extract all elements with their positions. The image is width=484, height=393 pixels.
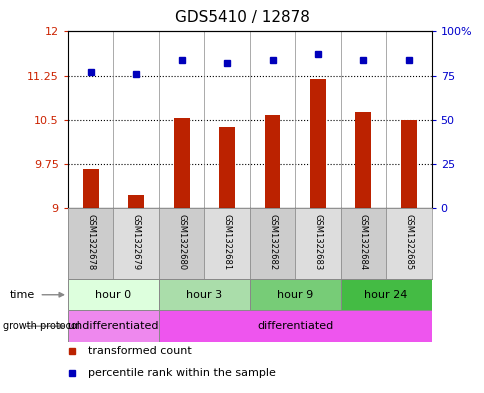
- Bar: [68, 279, 158, 310]
- Text: GSM1322685: GSM1322685: [404, 214, 412, 270]
- Bar: [204, 208, 249, 279]
- Text: hour 9: hour 9: [276, 290, 313, 300]
- Bar: [295, 208, 340, 279]
- Bar: [249, 279, 340, 310]
- Bar: [340, 279, 431, 310]
- Text: GSM1322683: GSM1322683: [313, 214, 322, 270]
- Bar: [249, 208, 295, 279]
- Text: hour 3: hour 3: [186, 290, 222, 300]
- Text: transformed count: transformed count: [88, 346, 191, 356]
- Bar: [340, 208, 385, 279]
- Bar: [68, 310, 158, 342]
- Bar: [385, 208, 431, 279]
- Bar: [113, 208, 158, 279]
- Bar: [158, 208, 204, 279]
- Text: growth protocol: growth protocol: [3, 321, 80, 331]
- Text: percentile rank within the sample: percentile rank within the sample: [88, 368, 275, 378]
- Bar: [158, 279, 249, 310]
- Text: undifferentiated: undifferentiated: [68, 321, 158, 331]
- Text: time: time: [10, 290, 35, 300]
- Bar: [173, 118, 189, 208]
- Text: GSM1322679: GSM1322679: [131, 214, 140, 270]
- Text: GDS5410 / 12878: GDS5410 / 12878: [175, 10, 309, 25]
- Text: GSM1322680: GSM1322680: [177, 214, 186, 270]
- Bar: [158, 310, 431, 342]
- Bar: [219, 127, 235, 208]
- Text: GSM1322678: GSM1322678: [86, 214, 95, 270]
- Text: GSM1322684: GSM1322684: [358, 214, 367, 270]
- Text: hour 0: hour 0: [95, 290, 131, 300]
- Text: GSM1322682: GSM1322682: [268, 214, 276, 270]
- Text: hour 24: hour 24: [364, 290, 407, 300]
- Bar: [264, 115, 280, 208]
- Bar: [68, 208, 113, 279]
- Bar: [400, 120, 416, 208]
- Bar: [309, 79, 325, 208]
- Bar: [128, 195, 144, 208]
- Bar: [82, 169, 98, 208]
- Text: differentiated: differentiated: [257, 321, 333, 331]
- Text: GSM1322681: GSM1322681: [222, 214, 231, 270]
- Bar: [355, 112, 371, 208]
